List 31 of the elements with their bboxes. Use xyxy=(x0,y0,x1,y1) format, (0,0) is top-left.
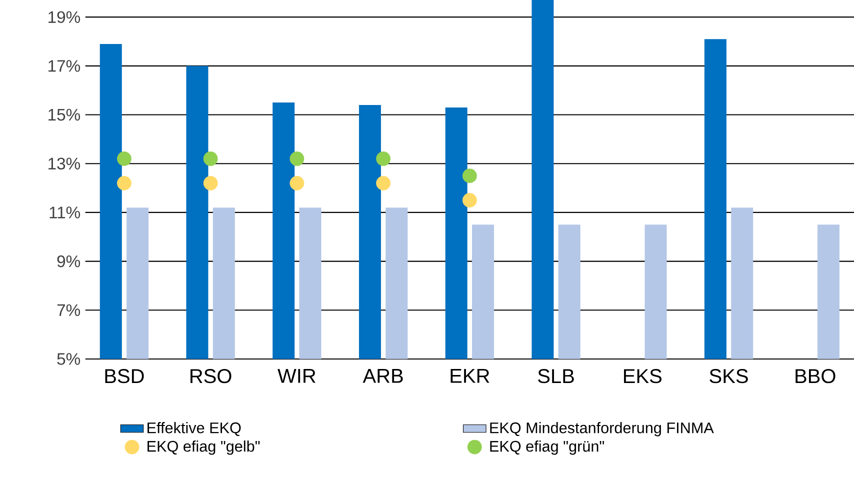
x-tick-label: SLB xyxy=(538,369,574,384)
x-tick-label: EKS xyxy=(624,369,662,384)
point xyxy=(462,193,477,208)
point xyxy=(376,176,391,190)
x-tick-label: SKS xyxy=(710,369,748,384)
x-tick-label: RSO xyxy=(190,369,232,384)
y-tick-label: 5% xyxy=(57,353,80,365)
y-tick-label: 7% xyxy=(57,304,80,316)
legend-label: Effektive EKQ xyxy=(148,422,241,436)
point xyxy=(117,176,132,190)
point xyxy=(462,168,477,184)
y-tick-label: 9% xyxy=(57,255,80,268)
point xyxy=(290,176,304,190)
point xyxy=(117,152,132,166)
y-tick-label: 19% xyxy=(48,11,80,23)
x-tick-label: WIR xyxy=(278,369,316,383)
x-tick-label: EKR xyxy=(450,369,490,383)
y-tick-label: 15% xyxy=(48,108,80,121)
y-tick-label: 17% xyxy=(48,60,80,72)
x-tick-label: ARB xyxy=(362,369,403,383)
x-tick-label: BBO xyxy=(796,369,836,384)
legend-label: EKQ Mindestanforderung FINMA xyxy=(490,422,714,436)
point xyxy=(203,176,218,190)
y-tick-label: 13% xyxy=(48,158,80,170)
legend-label: EKQ efiag "gelb" xyxy=(148,440,260,455)
point xyxy=(203,152,218,166)
point xyxy=(376,152,391,166)
point xyxy=(290,152,304,166)
x-tick-label: BSD xyxy=(105,369,144,384)
y-tick-label: 11% xyxy=(50,206,80,218)
legend-label: EKQ efiag "grün" xyxy=(490,440,604,455)
